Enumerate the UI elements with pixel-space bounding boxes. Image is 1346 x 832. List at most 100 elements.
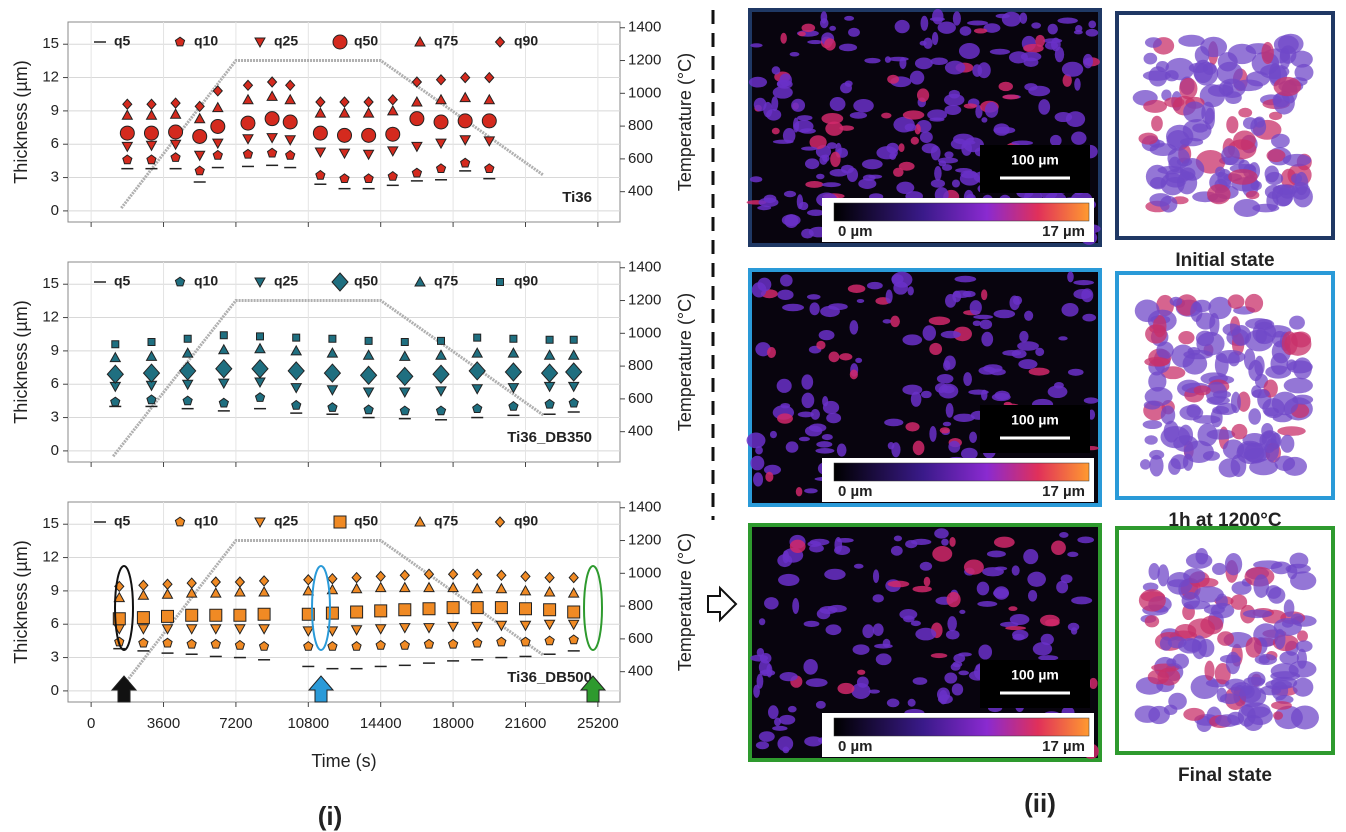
grain [809,135,827,150]
marker [398,581,411,593]
grain [804,488,818,494]
marker [212,149,223,160]
grain [798,436,810,442]
marker [161,624,174,635]
volume-grain [1233,198,1261,217]
scale-box [980,145,1090,193]
grain [1002,94,1020,100]
x-tick-label: 14400 [360,715,402,732]
colorbar-min: 0 µm [838,483,873,500]
grain [839,353,853,361]
volume-grain [1297,630,1308,642]
marker [457,113,473,129]
annotation: Ti36 [562,189,592,206]
marker [459,135,472,146]
marker [459,91,472,103]
grain [914,57,933,70]
marker [234,624,246,635]
legend-marker [254,277,266,289]
grain [746,432,766,449]
legend-marker [254,517,266,529]
volume-grain [1224,552,1243,576]
volume-grain [1217,631,1235,646]
grain [989,368,1006,376]
grain [1012,633,1025,641]
marker [136,611,150,625]
marker [212,85,223,97]
volume-grain [1292,677,1314,697]
y-tick-label: 12 [42,69,59,86]
volume-grain [1243,714,1264,732]
grain [757,205,772,211]
marker [472,637,483,648]
volume-grain [1138,589,1166,612]
grain [882,638,891,648]
grain [936,374,954,384]
volume-grain [1168,458,1181,475]
marker [411,141,423,153]
volume-grain [1243,348,1256,371]
grain [930,57,948,65]
marker [219,331,228,340]
marker [519,602,532,616]
marker [138,579,149,592]
marker [363,173,374,183]
grain [856,298,865,303]
grain [755,741,770,750]
y-tick-label: 9 [51,342,59,359]
grain [1067,551,1079,558]
grain [803,658,818,675]
temperature-line [120,539,545,690]
marker [468,361,486,381]
grain [789,51,800,57]
volume-grain [1182,352,1208,375]
marker [351,640,362,651]
volume-grain [1271,391,1299,416]
grain [1011,140,1034,146]
marker [509,334,518,343]
grain [1005,626,1027,631]
grain [816,608,831,620]
y-tick-label: 15 [42,515,59,532]
grain [778,714,796,725]
highlight-ellipse [311,565,331,651]
legend-label: q50 [354,273,378,289]
y-axis-title: Thickness (µm) [11,540,31,663]
legend-label: q25 [274,33,298,49]
grain [907,698,916,707]
grain [912,585,932,593]
grain [1083,397,1099,404]
volume-grain [1178,424,1194,446]
marker [106,364,124,384]
volume-grain [1183,101,1206,123]
grain [979,319,993,330]
scale-box [980,405,1090,453]
grain [945,629,960,640]
volume-grain [1283,377,1313,394]
marker [183,334,192,343]
volume-grain [1273,90,1295,115]
marker [567,349,580,360]
y-tick-label: 3 [51,649,59,666]
volume-grain [1192,299,1212,313]
marker [484,163,495,173]
volume-grain [1144,387,1173,407]
marker [312,125,328,141]
volume-grain [1245,637,1262,658]
y2-tick-label: 800 [628,357,653,374]
grain [1071,131,1087,145]
grain [1017,341,1039,351]
grain [829,97,846,112]
marker [290,344,303,356]
marker [507,347,520,358]
grain [822,396,829,407]
grain [993,309,1016,319]
y-tick-label: 6 [51,615,59,632]
y2-tick-label: 1000 [628,564,661,581]
marker [234,576,246,588]
volume-grain [1292,394,1314,405]
grain [919,561,933,571]
marker [472,568,483,580]
marker [362,149,375,161]
marker [147,338,156,346]
